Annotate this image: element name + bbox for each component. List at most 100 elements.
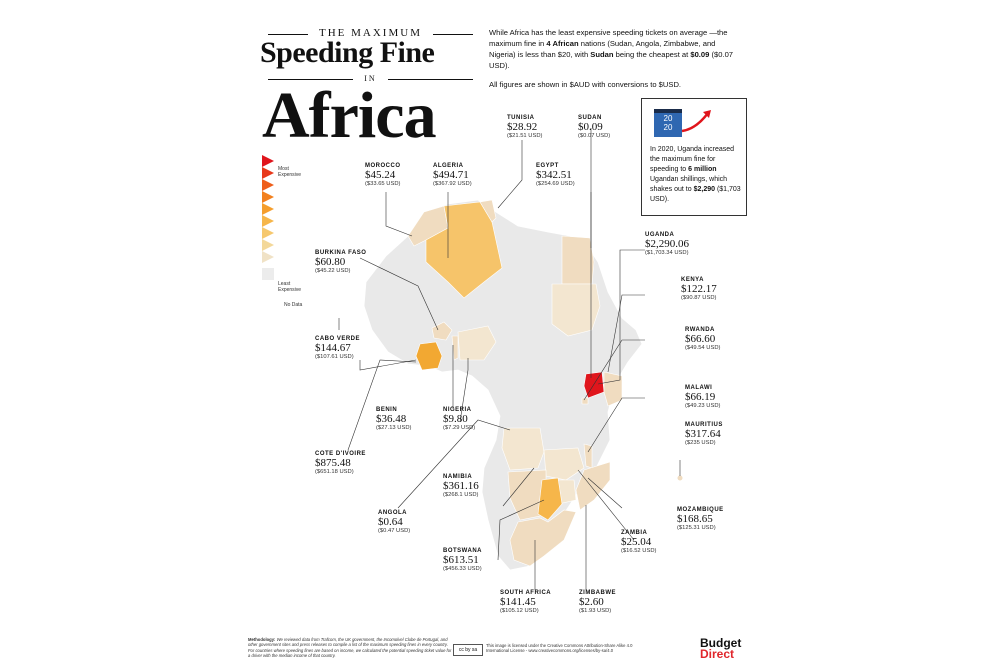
- label-sudan-aud: $0.09: [578, 121, 603, 133]
- label-malawi-aud: $66.19: [685, 391, 716, 403]
- label-botswana-usd: ($456.33 USD): [443, 566, 482, 572]
- label-zimbabwe-usd: ($1.93 USD): [579, 608, 612, 614]
- label-botswana-name: BOTSWANA: [443, 548, 482, 554]
- label-nigeria: NIGERIA $9.80 ($7.29 USD): [443, 407, 475, 431]
- label-namibia-usd: ($268.1 USD): [443, 492, 479, 498]
- title-the-maximum: THE MAXIMUM: [268, 27, 473, 39]
- country-cote-divoire: [415, 341, 443, 371]
- label-egypt-aud: $342.51: [536, 169, 572, 181]
- methodology-label: Methodology:: [248, 637, 276, 642]
- label-angola-usd: ($0.47 USD): [378, 528, 411, 534]
- label-benin: BENIN $36.48 ($27.13 USD): [376, 407, 411, 431]
- title-in: IN: [268, 74, 473, 83]
- label-kenya-name: KENYA: [681, 277, 704, 283]
- label-zambia: ZAMBIA $25.04 ($16.52 USD): [621, 530, 656, 554]
- label-burkina-faso-aud: $60.80: [315, 256, 346, 268]
- country-burkina-faso: [431, 321, 453, 341]
- label-malawi-name: MALAWI: [685, 385, 713, 391]
- label-morocco-aud: $45.24: [365, 169, 396, 181]
- intro-text-1c: nations (Sudan, Angola, Zimbabwe, and Ni…: [489, 39, 716, 59]
- label-namibia-name: NAMIBIA: [443, 474, 473, 480]
- label-uganda-name: UGANDA: [645, 232, 675, 238]
- label-mauritius: MAURITIUS $317.64 ($235 USD): [685, 422, 723, 446]
- label-cote-divoire-name: COTE D'IVOIRE: [315, 451, 366, 457]
- label-tunisia: TUNISIA $28.92 ($21.51 USD): [507, 115, 542, 139]
- calendar-year-top: 20: [663, 114, 673, 123]
- calendar-year-bottom: 20: [663, 123, 673, 132]
- callout-text-4: $2,290: [693, 186, 716, 193]
- country-angola: [501, 427, 545, 471]
- country-rwanda: [581, 397, 589, 405]
- label-uganda-usd: ($1,703.34 USD): [645, 250, 689, 256]
- title-africa: Africa: [262, 79, 437, 152]
- label-namibia-aud: $361.16: [443, 480, 479, 492]
- label-cabo-verde: CABO VERDE $144.67 ($107.61 USD): [315, 336, 360, 360]
- label-botswana: BOTSWANA $613.51 ($456.33 USD): [443, 548, 482, 572]
- intro-text-1e: being the cheapest at: [613, 50, 691, 59]
- label-zambia-usd: ($16.52 USD): [621, 548, 657, 554]
- label-angola-name: ANGOLA: [378, 510, 407, 516]
- label-uganda: UGANDA $2,290.06 ($1,703.34 USD): [645, 232, 689, 256]
- label-mozambique: MOZAMBIQUE $168.65 ($125.31 USD): [677, 507, 724, 531]
- label-tunisia-aud: $28.92: [507, 121, 538, 133]
- label-cabo-verde-aud: $144.67: [315, 342, 351, 354]
- label-namibia: NAMIBIA $361.16 ($268.1 USD): [443, 474, 479, 498]
- label-rwanda-name: RWANDA: [685, 327, 715, 333]
- label-south-africa-usd: ($105.12 USD): [500, 608, 539, 614]
- label-malawi: MALAWI $66.19 ($49.23 USD): [685, 385, 720, 409]
- label-kenya: KENYA $122.17 ($90.87 USD): [681, 277, 717, 301]
- intro-text-1b: 4 African: [546, 39, 579, 48]
- label-south-africa: SOUTH AFRICA $141.45 ($105.12 USD): [500, 590, 551, 614]
- label-mauritius-usd: ($235 USD): [685, 440, 716, 446]
- label-zimbabwe-aud: $2.60: [579, 596, 604, 608]
- label-morocco-name: MOROCCO: [365, 163, 401, 169]
- callout-text-5: ($1,703 USD).: [650, 186, 741, 203]
- label-south-africa-name: SOUTH AFRICA: [500, 590, 552, 596]
- label-algeria: ALGERIA $494.71 ($367.92 USD): [433, 163, 472, 187]
- intro-text-1f: $0.09: [690, 50, 710, 59]
- label-egypt: EGYPT $342.51 ($254.69 USD): [536, 163, 575, 187]
- africa-map: [338, 128, 683, 590]
- label-kenya-usd: ($90.87 USD): [681, 295, 717, 301]
- label-uganda-aud: $2,290.06: [645, 238, 689, 250]
- intro-text-1g: ($0.07 USD).: [489, 50, 734, 70]
- label-algeria-aud: $494.71: [433, 169, 469, 181]
- label-burkina-faso-usd: ($45.22 USD): [315, 268, 351, 274]
- label-cote-divoire-usd: ($651.18 USD): [315, 469, 354, 475]
- legend-color-scale: [262, 155, 274, 280]
- country-egypt: [561, 235, 595, 285]
- cc-license-badge[interactable]: cc by sa: [453, 644, 483, 656]
- label-benin-aud: $36.48: [376, 413, 407, 425]
- uganda-callout: 20 20 In 2020, Uganda increased the maxi…: [641, 98, 747, 216]
- label-benin-usd: ($27.13 USD): [376, 425, 412, 431]
- label-rwanda: RWANDA $66.60 ($49.54 USD): [685, 327, 720, 351]
- label-mauritius-name: MAURITIUS: [685, 422, 723, 428]
- brand-line-1: Budget: [700, 636, 742, 650]
- label-burkina-faso: BURKINA FASO $60.80 ($45.22 USD): [315, 250, 366, 274]
- leader-lines: [338, 128, 681, 590]
- infographic-poster: THE MAXIMUM Speeding Fine IN Africa Whil…: [248, 0, 753, 667]
- label-egypt-name: EGYPT: [536, 163, 559, 169]
- label-angola-aud: $0.64: [378, 516, 403, 528]
- label-sudan-usd: ($0.07 USD): [578, 133, 611, 139]
- label-nigeria-name: NIGERIA: [443, 407, 472, 413]
- label-south-africa-aud: $141.45: [500, 596, 536, 608]
- label-botswana-aud: $613.51: [443, 554, 479, 566]
- budget-direct-logo: Budget Direct: [700, 636, 742, 661]
- label-algeria-name: ALGERIA: [433, 163, 464, 169]
- callout-text-2: 6 million: [688, 166, 717, 173]
- label-mozambique-name: MOZAMBIQUE: [677, 507, 724, 513]
- label-rwanda-aud: $66.60: [685, 333, 716, 345]
- label-sudan: SUDAN $0.09 ($0.07 USD): [578, 115, 610, 139]
- label-morocco-usd: ($33.65 USD): [365, 181, 401, 187]
- brand-line-2: Direct: [700, 647, 735, 661]
- label-burkina-faso-name: BURKINA FASO: [315, 250, 367, 256]
- label-angola: ANGOLA $0.64 ($0.47 USD): [378, 510, 410, 534]
- title-speeding-fine: Speeding Fine: [260, 36, 435, 69]
- label-cote-divoire-aud: $875.48: [315, 457, 351, 469]
- label-algeria-usd: ($367.92 USD): [433, 181, 472, 187]
- label-kenya-aud: $122.17: [681, 283, 717, 295]
- label-cote-divoire: COTE D'IVOIRE $875.48 ($651.18 USD): [315, 451, 366, 475]
- label-zambia-name: ZAMBIA: [621, 530, 648, 536]
- label-nigeria-aud: $9.80: [443, 413, 468, 425]
